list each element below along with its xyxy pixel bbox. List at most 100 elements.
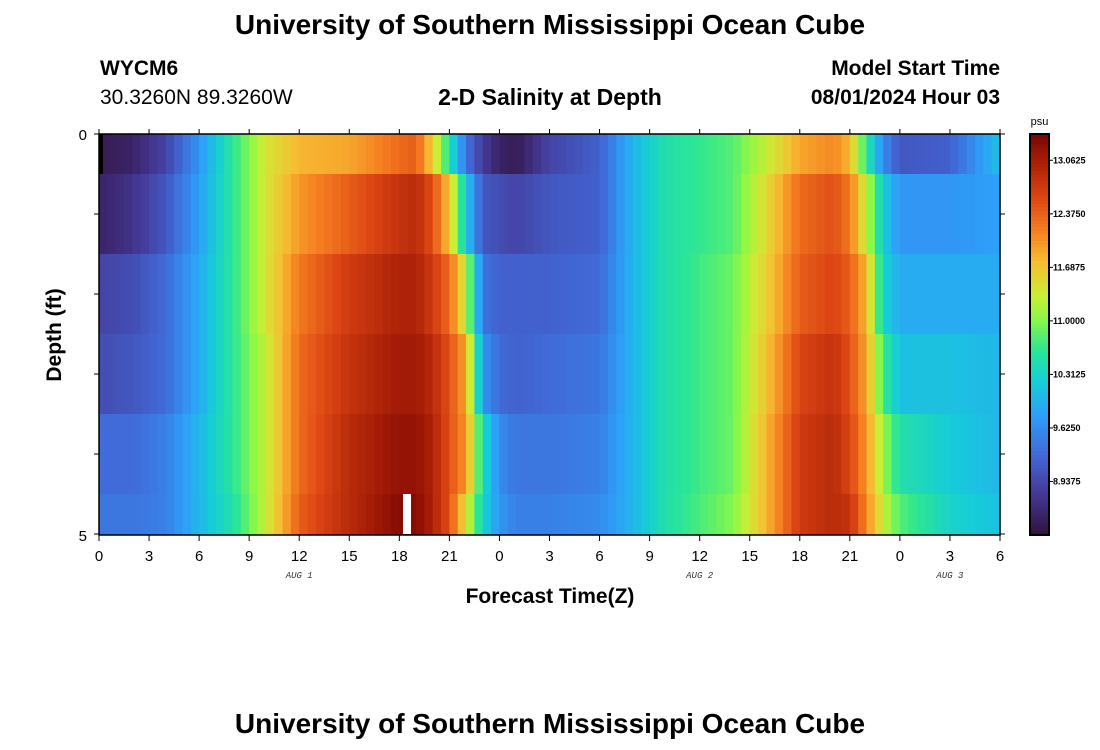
heatmap-cell <box>899 334 909 414</box>
heatmap-cell <box>908 414 918 494</box>
heatmap-cell <box>340 254 350 334</box>
heatmap-cell <box>190 254 200 334</box>
heatmap-cell <box>382 334 392 414</box>
colorbar: 13.0625 12.3750 11.6875 11.0000 10.3125 9.625… <box>1029 116 1086 536</box>
colorbar-swatch <box>1030 204 1049 209</box>
heatmap-cell <box>432 174 442 254</box>
x-tick-label: 12 <box>291 548 308 565</box>
heatmap-cell <box>741 254 751 334</box>
heatmap-cell <box>441 174 450 254</box>
heatmap-cell <box>474 174 484 254</box>
heatmap-cell <box>566 254 576 334</box>
heatmap-cell <box>724 174 734 254</box>
colorbar-swatch <box>1030 464 1049 469</box>
heatmap-cell <box>140 254 150 334</box>
heatmap-cell <box>332 414 342 494</box>
heatmap-cell <box>107 254 117 334</box>
heatmap-cell <box>532 174 542 254</box>
station-id: WYCM6 <box>100 57 179 80</box>
heatmap-cell <box>190 494 200 535</box>
colorbar-swatch <box>1030 147 1049 152</box>
colorbar-swatch <box>1030 150 1049 155</box>
heatmap-cell <box>966 334 976 414</box>
heatmap-cell <box>557 174 567 254</box>
heatmap-cell <box>674 334 684 414</box>
heatmap-cell <box>215 174 225 254</box>
colorbar-swatch <box>1030 164 1049 169</box>
colorbar-swatch <box>1030 304 1049 309</box>
colorbar-swatch <box>1030 240 1049 245</box>
heatmap-cell <box>382 134 392 174</box>
heatmap-cell <box>165 414 175 494</box>
heatmap-cell <box>365 174 375 254</box>
heatmap-cell <box>616 174 626 254</box>
heatmap-cell <box>249 494 259 535</box>
heatmap-cell <box>924 254 934 334</box>
heatmap-cell <box>808 334 818 414</box>
heatmap-cell <box>449 134 459 174</box>
heatmap-cell <box>507 254 517 334</box>
heatmap-cell <box>607 414 617 494</box>
heatmap-cell <box>599 414 609 494</box>
heatmap-cell <box>699 414 709 494</box>
heatmap-cell <box>340 334 350 414</box>
heatmap-cell <box>866 494 876 535</box>
heatmap-cell <box>883 414 893 494</box>
heatmap-cell <box>190 134 200 174</box>
heatmap-cell <box>315 414 325 494</box>
heatmap-cell <box>199 494 209 535</box>
heatmap-cell <box>849 334 859 414</box>
heatmap-cell <box>507 134 517 174</box>
heatmap-cell <box>916 334 926 414</box>
heatmap-cell <box>883 494 893 535</box>
heatmap-cell <box>457 334 467 414</box>
heatmap-cell <box>149 254 158 334</box>
heatmap-cell <box>157 134 167 174</box>
heatmap-cell <box>407 334 417 414</box>
heatmap-cell <box>616 334 626 414</box>
heatmap-cell <box>149 174 158 254</box>
colorbar-swatch <box>1030 371 1049 376</box>
heatmap-cell <box>524 254 534 334</box>
x-tick-label: 18 <box>391 548 408 565</box>
colorbar-swatch <box>1030 224 1049 229</box>
heatmap-cell <box>983 414 993 494</box>
heatmap-cell <box>916 254 926 334</box>
heatmap-cell <box>199 134 209 174</box>
heatmap-cell <box>449 174 459 254</box>
heatmap-cell <box>240 494 250 535</box>
heatmap-cell <box>332 174 342 254</box>
colorbar-swatch <box>1030 474 1049 479</box>
colorbar-swatch <box>1030 414 1049 419</box>
heatmap-cell <box>899 174 909 254</box>
model-start-value: 08/01/2024 Hour 03 <box>810 86 1000 109</box>
heatmap-cell <box>674 414 684 494</box>
heatmap-cell <box>257 494 267 535</box>
heatmap-cell <box>933 494 943 535</box>
colorbar-swatch <box>1030 207 1049 212</box>
heatmap-cell <box>616 414 626 494</box>
heatmap-cell <box>682 494 692 535</box>
heatmap-cell <box>541 254 551 334</box>
heatmap-cell <box>424 414 434 494</box>
colorbar-swatch <box>1030 341 1049 346</box>
heatmap-cell <box>808 134 818 174</box>
heatmap-cell <box>332 134 342 174</box>
heatmap-cell <box>899 414 909 494</box>
heatmap-cell <box>908 134 918 174</box>
colorbar-swatch <box>1030 374 1049 379</box>
heatmap-cell <box>124 494 133 535</box>
heatmap-cell <box>115 414 125 494</box>
heatmap-cell <box>424 174 434 254</box>
x-tick-label: 6 <box>595 548 603 565</box>
heatmap-cell <box>441 334 450 414</box>
heatmap-cell <box>783 174 793 254</box>
heatmap-cell <box>249 414 259 494</box>
heatmap-cell <box>249 254 259 334</box>
x-tick-label: 3 <box>545 548 553 565</box>
heatmap-cell <box>240 334 250 414</box>
heatmap-cell <box>958 134 968 174</box>
heatmap-cell <box>916 174 926 254</box>
heatmap-cell <box>824 174 834 254</box>
